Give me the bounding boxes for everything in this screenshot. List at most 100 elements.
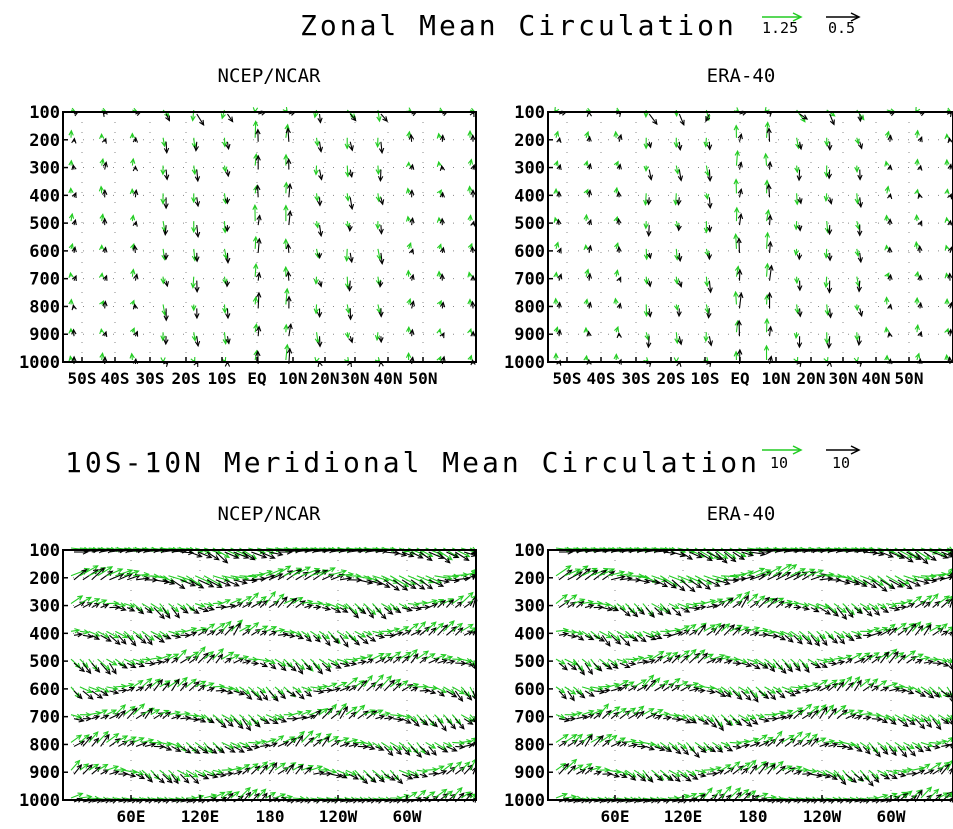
vector-arrow-ncep xyxy=(668,678,680,688)
vector-arrow-ncep xyxy=(555,629,568,632)
vector-arrow-era xyxy=(171,715,181,720)
vector-arrow-ncep-head xyxy=(763,344,770,351)
vector-arrow-era xyxy=(188,579,204,589)
vector-arrow-era xyxy=(680,773,691,782)
vector-arrow-era xyxy=(723,551,736,562)
vector-arrow-ncep xyxy=(686,682,699,688)
vector-arrow-ncep xyxy=(859,741,871,750)
vector-arrow-era xyxy=(251,551,267,559)
vector-arrow-ncep-head xyxy=(915,352,921,359)
legend-arrowhead-black-zonal xyxy=(850,12,861,22)
vector-arrow-era-head xyxy=(410,583,417,590)
vector-arrow-era xyxy=(647,336,650,348)
vector-arrow-era xyxy=(593,662,602,672)
vector-arrow-era-head xyxy=(676,225,682,232)
vector-arrow-era xyxy=(738,214,742,226)
y-tick-label: 100 xyxy=(29,541,60,561)
vector-arrow-ncep-head xyxy=(128,602,136,608)
vector-arrow-era xyxy=(445,718,456,729)
vector-arrow-era-head xyxy=(314,636,321,643)
vector-arrow-ncep-head xyxy=(313,169,319,176)
vector-arrow-era-head xyxy=(138,662,146,668)
vector-arrow-era-head xyxy=(120,638,127,645)
vector-arrow-era-head xyxy=(194,748,201,755)
vector-arrow-era xyxy=(601,635,611,647)
vector-arrow-era xyxy=(858,336,861,345)
vector-arrow-ncep-head xyxy=(190,282,196,289)
vector-arrow-ncep-head xyxy=(596,709,604,715)
vector-arrow-era xyxy=(776,716,786,720)
vector-arrow-ncep xyxy=(833,657,843,660)
vector-arrow-era-head xyxy=(616,331,622,339)
vector-arrow-ncep xyxy=(345,658,358,661)
vector-arrow-ncep-head xyxy=(935,719,942,725)
vector-arrow-ncep xyxy=(885,623,896,632)
vector-arrow-era-head xyxy=(616,245,622,252)
vector-arrow-era-head xyxy=(165,634,172,640)
vector-arrow-ncep xyxy=(425,599,437,605)
vector-arrow-era-head xyxy=(766,291,773,298)
vector-arrow-era-head xyxy=(587,734,593,741)
vector-arrow-era xyxy=(680,579,695,592)
vector-arrow-ncep xyxy=(230,714,243,726)
vector-arrow-era xyxy=(888,627,897,636)
vector-arrow-era xyxy=(401,773,413,780)
vector-arrow-ncep-head xyxy=(406,241,412,249)
vector-arrow-era-head xyxy=(220,722,227,729)
vector-arrow-era xyxy=(906,579,921,587)
vector-arrow-ncep xyxy=(194,680,206,688)
vector-arrow-era xyxy=(224,625,234,636)
vector-arrow-era-head xyxy=(163,147,170,154)
x-tick-label: EQ xyxy=(730,369,749,388)
vector-arrow-ncep-head xyxy=(907,552,914,558)
vector-arrow-era xyxy=(454,718,465,730)
vector-arrow-ncep-head xyxy=(228,651,235,657)
vector-arrow-ncep-head xyxy=(864,775,870,782)
vector-arrow-era-head xyxy=(677,144,683,151)
vector-arrow-era-head xyxy=(598,636,606,642)
vector-arrow-ncep-head xyxy=(466,657,473,664)
vector-arrow-ncep xyxy=(772,761,784,771)
vector-arrow-era-head xyxy=(556,328,562,335)
vector-arrow-era-head xyxy=(795,665,801,672)
vector-arrow-ncep xyxy=(274,714,284,719)
vector-arrow-era-head xyxy=(665,715,673,721)
vector-arrow-ncep xyxy=(816,737,826,743)
vector-arrow-era xyxy=(836,709,848,720)
vector-arrow-era-head xyxy=(378,147,385,155)
vector-arrow-ncep xyxy=(920,686,932,695)
vector-arrow-ncep-head xyxy=(554,241,560,248)
vector-arrow-era xyxy=(827,708,837,720)
vector-arrow-era xyxy=(610,773,620,778)
vector-arrow-era xyxy=(940,764,950,775)
vector-arrow-ncep-head xyxy=(285,565,292,571)
vector-arrow-era-head xyxy=(438,582,445,587)
vector-arrow-ncep xyxy=(651,741,661,749)
vector-arrow-ncep-head xyxy=(571,660,578,666)
vector-arrow-ncep-head xyxy=(386,675,393,682)
vector-arrow-ncep xyxy=(937,595,950,605)
vector-arrow-ncep-head xyxy=(192,772,199,778)
vector-arrow-era xyxy=(437,770,447,775)
vector-arrow-era xyxy=(82,764,93,775)
vector-arrow-era-head xyxy=(130,640,137,647)
vector-arrow-ncep xyxy=(573,734,583,743)
vector-arrow-ncep xyxy=(194,769,207,777)
vector-arrow-era-head xyxy=(457,695,464,703)
vector-arrow-era-head xyxy=(667,632,674,639)
vector-arrow-era xyxy=(862,579,877,588)
vector-arrow-ncep-head xyxy=(941,623,948,629)
vector-arrow-ncep xyxy=(555,793,568,799)
vector-arrow-ncep xyxy=(141,739,154,743)
vector-arrow-era-head xyxy=(306,691,313,697)
vector-arrow-ncep-head xyxy=(889,623,896,630)
vector-arrow-era xyxy=(196,336,199,346)
vector-arrow-era-head xyxy=(607,606,614,612)
vector-arrow-era-head xyxy=(640,743,647,750)
vector-arrow-era-head xyxy=(848,612,854,619)
vector-arrow-ncep xyxy=(247,789,258,799)
vector-arrow-ncep xyxy=(168,653,179,660)
vector-arrow-era-head xyxy=(763,717,770,723)
vector-arrow-era-head xyxy=(133,330,139,337)
vector-arrow-era-head xyxy=(353,612,360,619)
